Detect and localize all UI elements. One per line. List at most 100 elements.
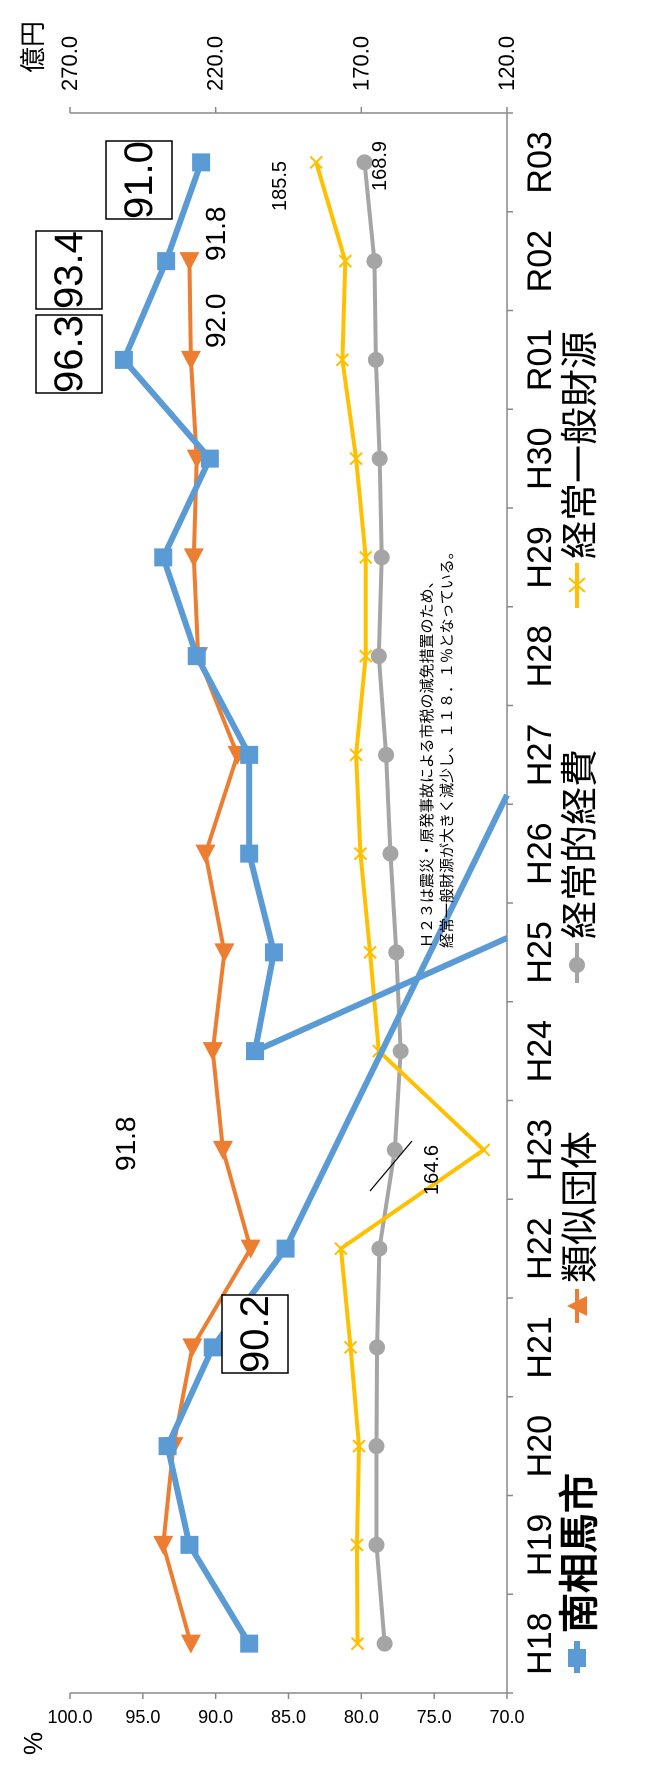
right-axis-unit: 億円 bbox=[18, 21, 48, 73]
point-3-R01 bbox=[335, 353, 350, 367]
x-tick-label-R03: R03 bbox=[521, 131, 559, 193]
point-1-H19 bbox=[153, 1535, 174, 1555]
svg-text:類似団体: 類似団体 bbox=[560, 1131, 602, 1283]
point-1-H26 bbox=[195, 844, 216, 864]
label-ruiji-r01: 92.0 bbox=[200, 294, 231, 349]
svg-text:経常一般財源: 経常一般財源 bbox=[560, 331, 602, 559]
point-2-R03 bbox=[356, 154, 373, 171]
point-2-H24 bbox=[392, 1043, 409, 1060]
point-1-R01 bbox=[180, 350, 201, 370]
point-2-H29 bbox=[373, 549, 390, 566]
series-line-2 bbox=[362, 162, 403, 1644]
point-0-H18 bbox=[240, 1634, 259, 1653]
left-axis-unit: % bbox=[18, 1732, 48, 1755]
x-tick-label-H22: H22 bbox=[521, 1217, 559, 1279]
series-0-spike-in bbox=[282, 793, 510, 1250]
point-2-R01 bbox=[367, 351, 384, 368]
point-0-H28 bbox=[187, 647, 206, 666]
point-2-H26 bbox=[382, 845, 399, 862]
point-1-H21 bbox=[182, 1338, 203, 1358]
left-tick-label: 85.0 bbox=[271, 1707, 306, 1727]
point-1-H18 bbox=[180, 1634, 201, 1654]
point-3-H21 bbox=[343, 1340, 358, 1355]
x-tick-label-H28: H28 bbox=[521, 625, 559, 687]
x-tick-label-H21: H21 bbox=[521, 1316, 559, 1378]
label-nansoma-r03: 91.0 bbox=[117, 141, 161, 219]
x-tick-label-H24: H24 bbox=[521, 1020, 559, 1082]
point-2-H30 bbox=[371, 450, 388, 467]
point-0-H24 bbox=[245, 1042, 264, 1061]
label-box-r03 bbox=[105, 140, 173, 220]
x-tick-label-H19: H19 bbox=[521, 1514, 559, 1576]
point-3-H20 bbox=[352, 1439, 366, 1453]
x-tick-label-H23: H23 bbox=[521, 1119, 559, 1181]
label-nansoma-h21: 90.2 bbox=[233, 1295, 277, 1373]
point-1-H24 bbox=[202, 1042, 223, 1062]
x-tick-label-H25: H25 bbox=[521, 921, 559, 983]
point-3-H25 bbox=[363, 945, 377, 960]
left-tick-label: 95.0 bbox=[125, 1707, 160, 1727]
label-keijo-h21: 164.6 bbox=[421, 1145, 443, 1195]
left-axis-ticks: 100.0 95.0 90.0 85.0 80.0 75.0 70.0 bbox=[47, 1693, 525, 1727]
point-2-H28 bbox=[370, 648, 387, 665]
right-tick-label: 120.0 bbox=[494, 36, 519, 91]
point-0-H21 bbox=[203, 1338, 222, 1357]
legend-item-keijo: 経常的経費 bbox=[560, 749, 602, 983]
x-ticks: H18 H19 H20 H21 H22 H23 H24 H25 H26 H27 H28 H29 H30 R… bbox=[507, 112, 559, 1694]
point-0-R03 bbox=[192, 153, 211, 172]
point-1-H22 bbox=[240, 1239, 261, 1259]
point-0-H29 bbox=[154, 548, 173, 567]
point-2-H27 bbox=[378, 746, 395, 763]
point-1-R02 bbox=[179, 252, 200, 272]
label-nansoma-r02: 93.4 bbox=[47, 231, 91, 309]
right-tick-label: 220.0 bbox=[203, 36, 228, 91]
svg-text:南相馬市: 南相馬市 bbox=[558, 1473, 602, 1633]
right-tick-label: 270.0 bbox=[57, 36, 82, 91]
point-3-H27 bbox=[349, 748, 363, 762]
x-tick-label-H26: H26 bbox=[521, 822, 559, 884]
x-tick-label-H18: H18 bbox=[521, 1612, 559, 1674]
point-0-H25 bbox=[264, 943, 283, 962]
point-2-H23 bbox=[386, 1141, 403, 1158]
point-2-H22 bbox=[371, 1240, 388, 1257]
right-tick-label: 170.0 bbox=[348, 36, 373, 91]
point-0-H27 bbox=[240, 745, 259, 764]
left-tick-label: 100.0 bbox=[47, 1707, 92, 1727]
series-line-3 bbox=[314, 161, 486, 1644]
point-3-R03 bbox=[309, 155, 323, 170]
left-tick-label: 70.0 bbox=[489, 1707, 524, 1727]
point-2-H20 bbox=[368, 1438, 385, 1455]
point-3-H19 bbox=[350, 1538, 364, 1552]
legend-item-ruiji: 類似団体 bbox=[560, 1131, 602, 1323]
label-nansoma-r01: 96.3 bbox=[47, 315, 91, 393]
leader-line-164-6 bbox=[369, 1140, 413, 1192]
point-0-H22 bbox=[276, 1239, 295, 1258]
label-zaigen-r03: 185.5 bbox=[269, 161, 291, 211]
label-box-r01 bbox=[35, 314, 103, 394]
svg-text:経常的経費: 経常的経費 bbox=[560, 749, 602, 939]
point-0-H30 bbox=[200, 449, 219, 468]
x-tick-label-H30: H30 bbox=[521, 427, 559, 489]
point-0-H26 bbox=[240, 844, 259, 863]
legend-item-nansoma: 南相馬市 bbox=[558, 1473, 602, 1673]
point-3-H23 bbox=[476, 1143, 491, 1157]
series-line-0 bbox=[120, 161, 277, 1052]
point-3-R02 bbox=[338, 254, 353, 268]
point-3-H26 bbox=[353, 846, 368, 861]
point-3-H30 bbox=[349, 451, 363, 466]
point-1-H23 bbox=[212, 1140, 233, 1160]
point-0-H20 bbox=[158, 1437, 177, 1456]
x-tick-label-R02: R02 bbox=[521, 230, 559, 292]
point-0-R01 bbox=[114, 350, 133, 369]
point-2-R02 bbox=[366, 253, 383, 270]
point-3-H22 bbox=[334, 1241, 348, 1256]
point-0-R02 bbox=[157, 252, 176, 271]
point-2-H25 bbox=[388, 944, 405, 961]
label-keijo-r03: 168.9 bbox=[369, 141, 391, 191]
point-2-H21 bbox=[369, 1339, 386, 1356]
point-1-H29 bbox=[183, 548, 204, 568]
point-2-H18 bbox=[376, 1635, 393, 1652]
point-2-H19 bbox=[368, 1536, 385, 1553]
